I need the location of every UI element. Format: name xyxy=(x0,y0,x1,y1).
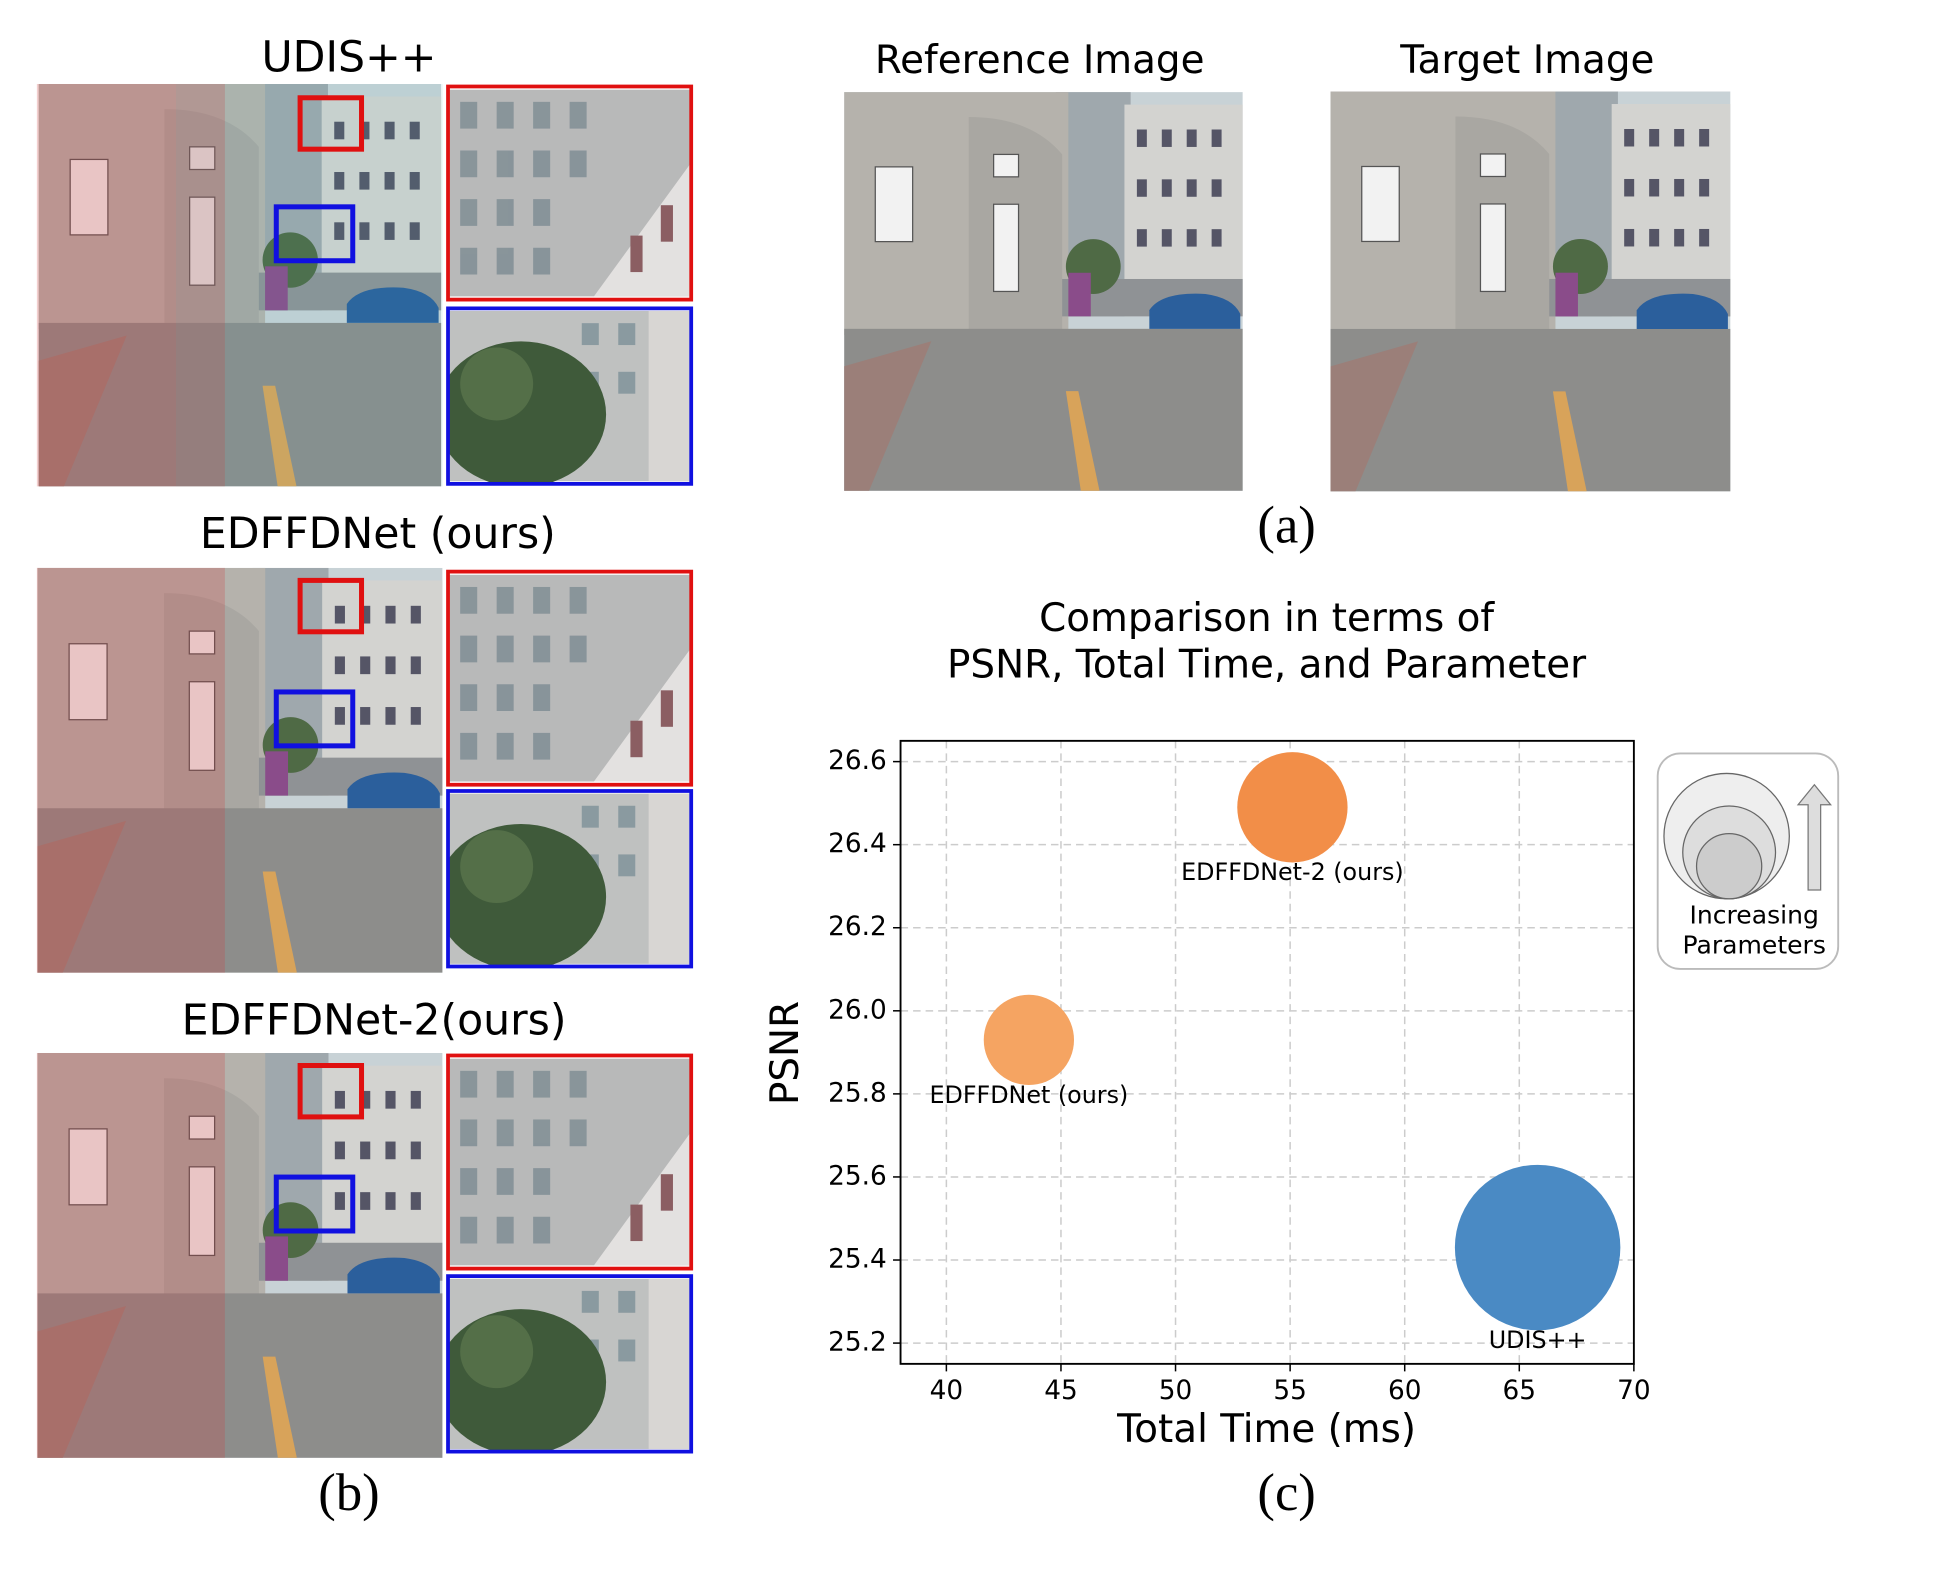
y-tick-label: 26.0 xyxy=(828,995,887,1025)
panel-a: Reference Image Target Image (a) xyxy=(844,38,1731,554)
bubble-label: UDIS++ xyxy=(1489,1326,1587,1354)
x-tick-label: 40 xyxy=(930,1376,963,1406)
x-tick-label: 60 xyxy=(1388,1376,1421,1406)
size-legend-label: Increasing xyxy=(1690,900,1819,929)
y-tick-label: 25.8 xyxy=(828,1078,887,1108)
chart-title: PSNR, Total Time, and Parameter xyxy=(947,642,1586,687)
y-tick-label: 25.2 xyxy=(828,1328,887,1358)
x-tick-label: 70 xyxy=(1617,1376,1650,1406)
target-image xyxy=(1330,91,1731,492)
x-tick-label: 55 xyxy=(1273,1376,1306,1406)
y-axis-label: PSNR xyxy=(763,1001,808,1105)
bubble xyxy=(1237,752,1348,863)
image-title: Target Image xyxy=(1399,38,1654,83)
row-title: EDFFDNet (ours) xyxy=(200,509,556,559)
x-tick-label: 45 xyxy=(1044,1376,1077,1406)
bubble xyxy=(983,994,1075,1086)
y-tick-label: 26.4 xyxy=(828,829,887,859)
y-tick-label: 25.6 xyxy=(828,1161,887,1191)
image-title: Reference Image xyxy=(875,38,1205,83)
caption: (b) xyxy=(318,1464,379,1522)
x-tick-label: 50 xyxy=(1159,1376,1192,1406)
result-row xyxy=(36,1052,694,1458)
y-tick-label: 26.6 xyxy=(828,746,887,776)
bubble-label: EDFFDNet-2 (ours) xyxy=(1181,858,1404,886)
result-row xyxy=(36,83,694,487)
row-title: UDIS++ xyxy=(261,33,436,83)
x-axis-label: Total Time (ms) xyxy=(1116,1407,1416,1452)
caption: (c) xyxy=(1257,1464,1315,1522)
y-tick-label: 26.2 xyxy=(828,912,887,942)
plot-area: 40 45 50 55 60 65 70 25.2 25.4 25.6 25.8 26.0 26.2 26… xyxy=(828,739,1651,1406)
plot-frame xyxy=(899,739,1635,1365)
reference-image xyxy=(844,91,1243,492)
panel-c: Comparison in terms of PSNR, Total Time,… xyxy=(763,596,1840,1522)
bubble-label: EDFFDNet (ours) xyxy=(929,1081,1128,1109)
bubble xyxy=(1454,1164,1621,1331)
row-title: EDFFDNet-2(ours) xyxy=(182,995,567,1045)
size-legend-label: Parameters xyxy=(1682,930,1825,959)
panel-b: UDIS++ EDFFDNet (ours) EDFFDNet-2(ours) … xyxy=(36,33,694,1522)
size-legend: Increasing Parameters xyxy=(1656,752,1840,970)
result-row xyxy=(36,567,694,973)
caption: (a) xyxy=(1257,496,1315,554)
y-tick-label: 25.4 xyxy=(828,1245,887,1275)
chart-title: Comparison in terms of xyxy=(1039,596,1495,641)
x-tick-label: 65 xyxy=(1503,1376,1536,1406)
